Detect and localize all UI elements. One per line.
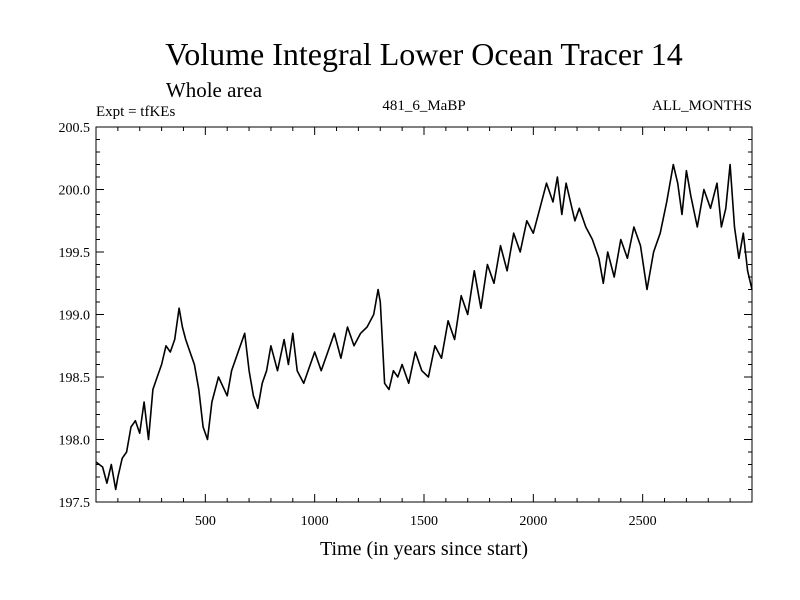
series-line-0 [95,163,753,491]
chart-title: Volume Integral Lower Ocean Tracer 14 [165,36,682,72]
x-tick-label: 2500 [629,514,657,529]
y-axis: 197.5 198.0 198.5 199.0 199.5 200.0 200.5 [59,121,91,511]
experiment-label: Expt = tfKEs [96,104,175,120]
y-tick-label: 198.5 [59,371,91,386]
y-tick-label: 199.0 [59,309,91,324]
minor-ticks [96,127,752,502]
y-tick-label: 198.0 [59,434,91,449]
chart-subtitle: Whole area [166,78,263,102]
x-tick-label: 500 [195,514,216,529]
y-tick-label: 197.5 [59,496,91,511]
run-label: 481_6_MaBP [382,98,465,114]
x-tick-label: 2000 [519,514,547,529]
x-tick-label: 1000 [301,514,329,529]
months-label: ALL_MONTHS [652,98,752,114]
plot-frame [95,126,753,503]
x-axis-label: Time (in years since start) [320,538,528,560]
y-tick-label: 199.5 [59,246,91,261]
series-group [95,163,753,491]
y-tick-label: 200.5 [59,121,91,136]
x-axis: 500 1000 1500 2000 2500 [195,514,657,529]
y-tick-label: 200.0 [59,184,91,199]
x-tick-label: 1500 [410,514,438,529]
